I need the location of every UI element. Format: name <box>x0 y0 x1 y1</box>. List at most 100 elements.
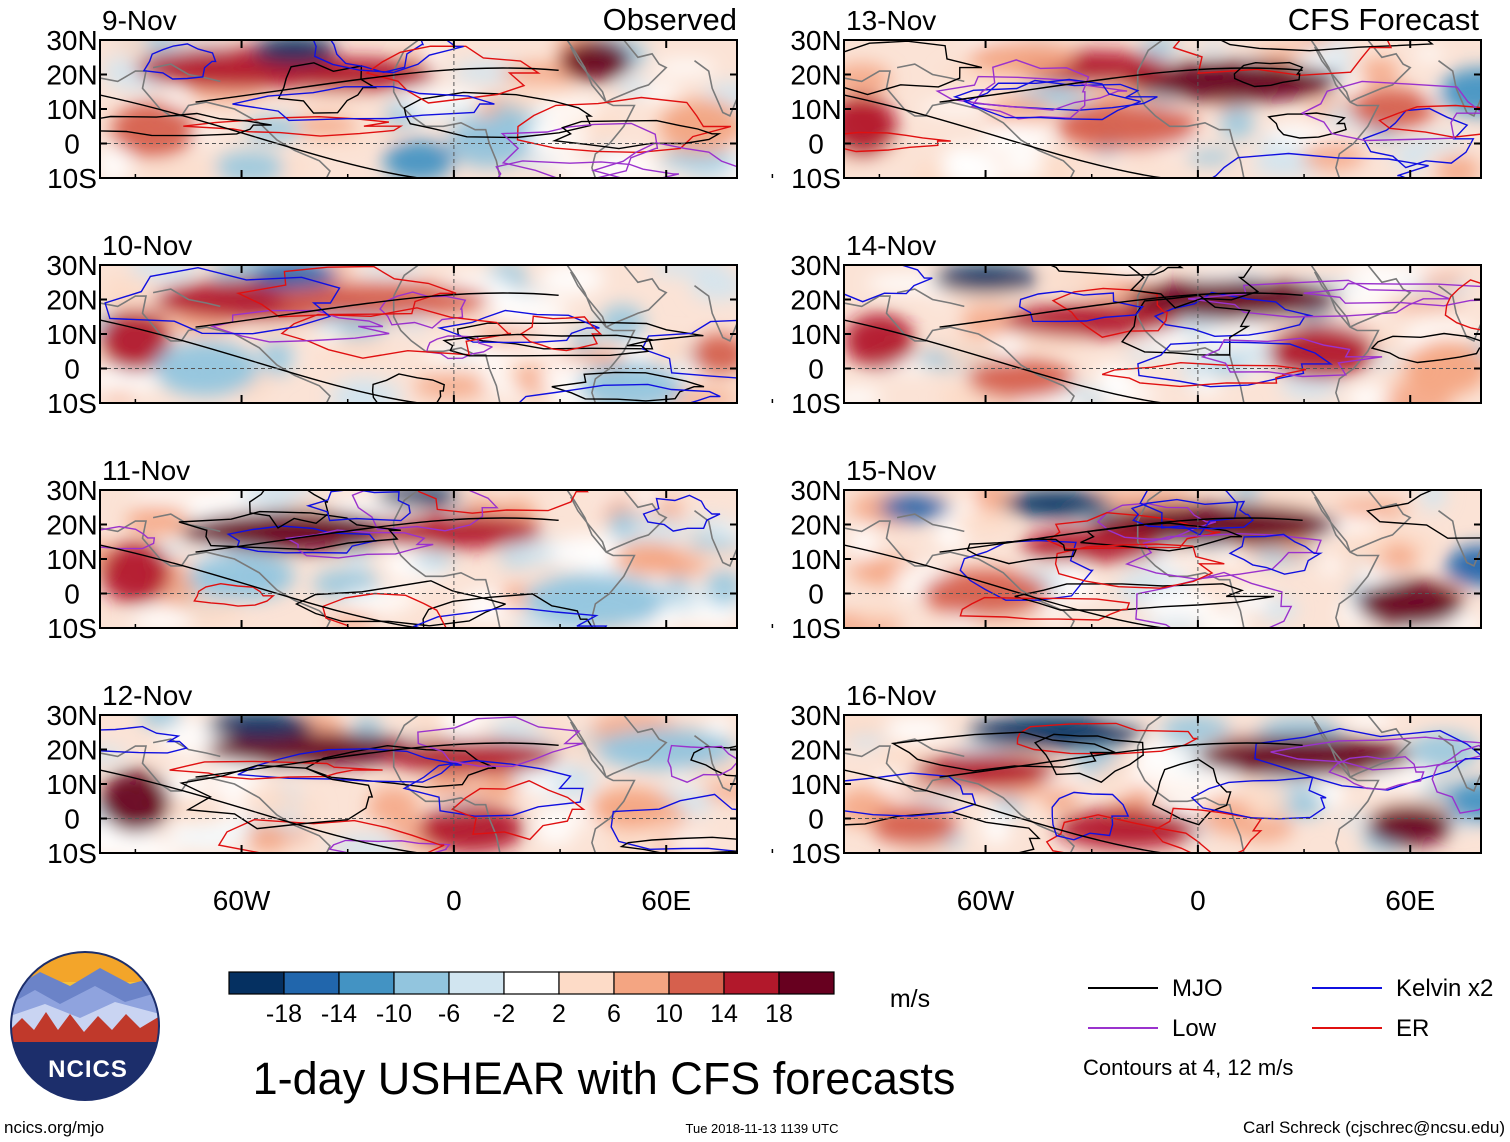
lat-label: 30N <box>46 475 97 506</box>
wave-contour <box>417 490 589 514</box>
colorbar-swatch <box>228 971 285 995</box>
wave-contour <box>451 780 586 841</box>
wave-contour <box>1233 61 1304 88</box>
mjo-contour <box>939 292 1303 328</box>
wave-contour <box>104 266 341 335</box>
wave-contour <box>312 40 464 74</box>
ncics-logo: NCICS <box>10 951 160 1101</box>
lat-label: 20N <box>46 285 97 316</box>
wave-contour <box>329 40 425 74</box>
colorbar-tick: -2 <box>493 1000 515 1028</box>
wave-contour <box>178 510 401 551</box>
lat-label: 10N <box>790 769 841 800</box>
wave-contour <box>236 265 457 318</box>
wave-contour <box>1200 337 1383 378</box>
wave-contour <box>667 744 737 783</box>
wave-contour <box>641 319 737 379</box>
colorbar-unit: m/s <box>890 985 930 1013</box>
wave-contour <box>1046 511 1221 550</box>
panel-date-label: 16-Nov <box>846 680 936 711</box>
wave-contour <box>179 764 374 830</box>
wave-contour <box>642 494 721 532</box>
wave-contour <box>248 490 330 529</box>
lat-label: 30N <box>790 700 841 731</box>
lat-label: 10S <box>791 838 841 869</box>
lat-label: 0 <box>64 579 80 610</box>
lat-label: 20N <box>790 285 841 316</box>
colorbar-swatch <box>283 971 340 995</box>
lat-label: 10N <box>46 94 97 125</box>
shear-field <box>100 265 737 403</box>
shear-field <box>100 715 737 853</box>
wave-contour <box>422 593 594 628</box>
mjo-contour <box>195 292 559 328</box>
coastline <box>100 715 737 853</box>
wave-contour <box>1328 755 1425 791</box>
wave-contour <box>1254 727 1481 791</box>
lon-label: 0 <box>446 885 462 916</box>
coastline <box>844 490 1481 628</box>
lat-label: 10S <box>791 163 841 194</box>
wave-contour <box>1300 80 1481 142</box>
wave-contour <box>551 371 705 402</box>
wave-contour <box>436 309 600 344</box>
panel-date-label: 10-Nov <box>102 230 192 261</box>
wave-contour <box>1267 112 1347 139</box>
wave-contour <box>379 291 467 329</box>
wave-contour <box>226 525 377 554</box>
mjo-contour <box>100 544 419 628</box>
colorbar-tick: 2 <box>552 1000 566 1028</box>
wave-contour <box>371 373 445 403</box>
panel-axes: 60W 0 60E 60W 0 60E <box>213 885 1435 916</box>
wave-contour <box>844 265 933 303</box>
wave-contour <box>412 608 608 628</box>
lat-label: 10S <box>47 163 97 194</box>
lat-label: 20N <box>790 735 841 766</box>
wave-contour <box>519 315 603 352</box>
coastline <box>100 265 737 403</box>
colorbar-swatch <box>723 971 780 995</box>
lat-label: 30N <box>46 250 97 281</box>
lon-label: 60E <box>641 885 691 916</box>
colorbar-swatch <box>503 971 560 995</box>
legend-note: Contours at 4, 12 m/s <box>1083 1055 1293 1080</box>
colorbar-swatch <box>778 971 835 995</box>
panel-date-label: 14-Nov <box>846 230 936 261</box>
lon-label: 0 <box>1190 885 1206 916</box>
wave-contour <box>1054 543 1225 589</box>
mjo-contour <box>100 94 419 178</box>
wave-contour <box>305 490 411 522</box>
colorbar-swatch <box>558 971 615 995</box>
wave-contour <box>1045 814 1213 853</box>
mjo-contour <box>195 517 559 553</box>
footer-url[interactable]: ncics.org/mjo <box>4 1118 104 1137</box>
colorbar-swatch <box>668 971 725 995</box>
wave-contour <box>217 818 445 853</box>
wave-contour <box>1220 40 1434 52</box>
colorbar-tick: -18 <box>266 1000 302 1028</box>
panel-date-label: 12-Nov <box>102 680 192 711</box>
wave-contour <box>890 731 1116 772</box>
colorbar-swatch <box>613 971 670 995</box>
coastline <box>100 40 737 178</box>
wave-contour <box>516 96 732 154</box>
lat-label: 20N <box>790 510 841 541</box>
wave-contour <box>100 725 189 754</box>
wave-contour <box>100 112 272 137</box>
legend-label: ER <box>1396 1015 1429 1042</box>
wave-contour <box>142 43 217 80</box>
footer-credit: Carl Schreck (cjschrec@ncsu.edu) <box>1243 1118 1505 1137</box>
wave-contour <box>169 760 383 780</box>
panel-date-label: 9-Nov <box>102 5 177 36</box>
colorbar-tick: -6 <box>438 1000 460 1028</box>
wave-contour <box>1431 744 1481 814</box>
lat-label: 0 <box>808 354 824 385</box>
lat-label: 10S <box>791 613 841 644</box>
map-panels: 9-Nov30N20N10N010S10-Nov30N20N10N010S11-… <box>46 5 1482 869</box>
